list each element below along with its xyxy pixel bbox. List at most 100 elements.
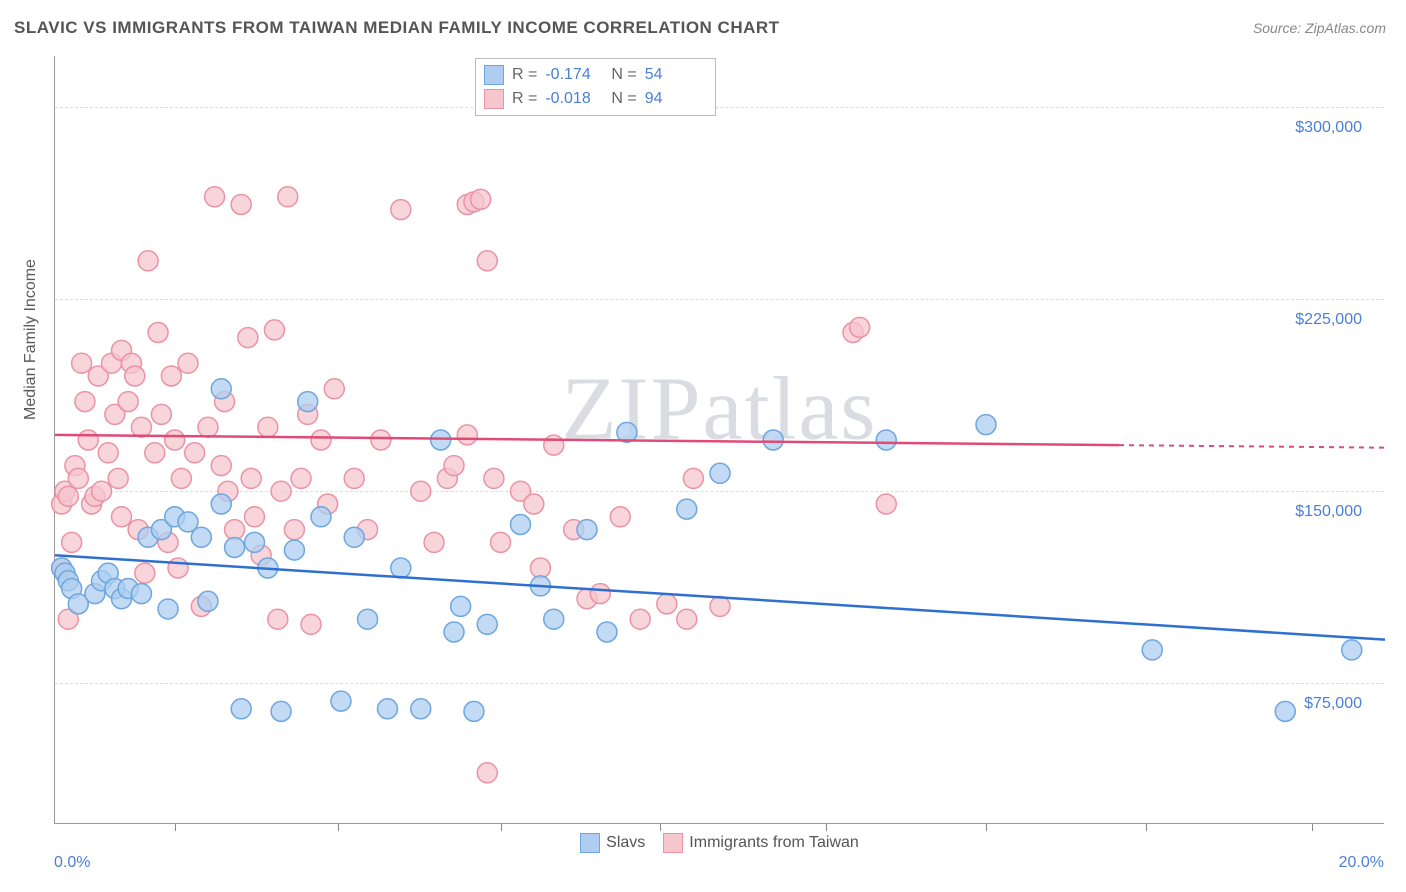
data-point <box>58 486 78 506</box>
data-point <box>178 353 198 373</box>
data-point <box>530 558 550 578</box>
data-point <box>62 532 82 552</box>
data-point <box>185 443 205 463</box>
data-point <box>301 614 321 634</box>
data-point <box>145 443 165 463</box>
plot-area: ZIPatlas $75,000$150,000$225,000$300,000… <box>54 56 1384 824</box>
data-point <box>451 596 471 616</box>
data-point <box>171 468 191 488</box>
data-point <box>391 200 411 220</box>
data-point <box>241 468 261 488</box>
data-point <box>98 443 118 463</box>
data-point <box>78 430 98 450</box>
data-point <box>125 366 145 386</box>
data-point <box>710 596 730 616</box>
data-point <box>610 507 630 527</box>
data-point <box>231 194 251 214</box>
legend-swatch <box>484 89 504 109</box>
legend-swatch <box>663 833 683 853</box>
trend-line <box>55 435 1119 445</box>
x-min-label: 0.0% <box>54 854 90 872</box>
data-point <box>68 468 88 488</box>
data-point <box>484 468 504 488</box>
y-axis-label: Median Family Income <box>22 259 40 420</box>
stat-r-value: -0.018 <box>545 87 603 111</box>
data-point <box>411 699 431 719</box>
data-point <box>131 584 151 604</box>
data-point <box>524 494 544 514</box>
data-point <box>710 463 730 483</box>
data-point <box>284 520 304 540</box>
data-point <box>378 699 398 719</box>
data-point <box>264 320 284 340</box>
data-point <box>211 456 231 476</box>
stats-row: R = -0.018 N = 94 <box>484 87 703 111</box>
x-tick-mark <box>660 823 661 831</box>
scatter-svg <box>55 56 1384 823</box>
data-point <box>411 481 431 501</box>
data-point <box>205 187 225 207</box>
data-point <box>112 507 132 527</box>
data-point <box>464 701 484 721</box>
data-point <box>291 468 311 488</box>
data-point <box>544 609 564 629</box>
data-point <box>577 520 597 540</box>
data-point <box>391 558 411 578</box>
x-max-label: 20.0% <box>1339 854 1384 872</box>
data-point <box>118 392 138 412</box>
data-point <box>271 481 291 501</box>
data-point <box>225 538 245 558</box>
stat-n-value: 94 <box>645 87 703 111</box>
data-point <box>358 609 378 629</box>
x-tick-mark <box>1312 823 1313 831</box>
data-point <box>311 507 331 527</box>
x-tick-mark <box>338 823 339 831</box>
data-point <box>211 494 231 514</box>
data-point <box>131 417 151 437</box>
chart-title: SLAVIC VS IMMIGRANTS FROM TAIWAN MEDIAN … <box>14 18 780 38</box>
legend-item: Slavs <box>580 833 645 853</box>
stats-legend: R = -0.174 N = 54R = -0.018 N = 94 <box>475 58 716 116</box>
data-point <box>161 366 181 386</box>
data-point <box>590 584 610 604</box>
data-point <box>238 328 258 348</box>
data-point <box>158 599 178 619</box>
data-point <box>211 379 231 399</box>
data-point <box>324 379 344 399</box>
data-point <box>1342 640 1362 660</box>
data-point <box>1142 640 1162 660</box>
stat-n-value: 54 <box>645 63 703 87</box>
data-point <box>298 392 318 412</box>
stat-r-label: R = <box>512 87 537 111</box>
data-point <box>850 317 870 337</box>
data-point <box>198 417 218 437</box>
stat-n-label: N = <box>611 63 636 87</box>
data-point <box>471 189 491 209</box>
data-point <box>271 701 291 721</box>
data-point <box>138 251 158 271</box>
data-point <box>165 430 185 450</box>
data-point <box>431 430 451 450</box>
x-tick-mark <box>1146 823 1147 831</box>
data-point <box>72 353 92 373</box>
stat-r-value: -0.174 <box>545 63 603 87</box>
data-point <box>677 499 697 519</box>
source-label: Source: ZipAtlas.com <box>1253 20 1386 36</box>
legend-label: Slavs <box>606 834 645 852</box>
legend-swatch <box>580 833 600 853</box>
data-point <box>245 532 265 552</box>
data-point <box>597 622 617 642</box>
data-point <box>677 609 697 629</box>
stat-n-label: N = <box>611 87 636 111</box>
data-point <box>876 430 896 450</box>
data-point <box>344 527 364 547</box>
data-point <box>477 763 497 783</box>
x-tick-mark <box>175 823 176 831</box>
data-point <box>258 417 278 437</box>
trend-line-extrapolated <box>1119 445 1385 448</box>
data-point <box>191 527 211 547</box>
data-point <box>245 507 265 527</box>
data-point <box>444 456 464 476</box>
legend-swatch <box>484 65 504 85</box>
legend-label: Immigrants from Taiwan <box>689 834 859 852</box>
